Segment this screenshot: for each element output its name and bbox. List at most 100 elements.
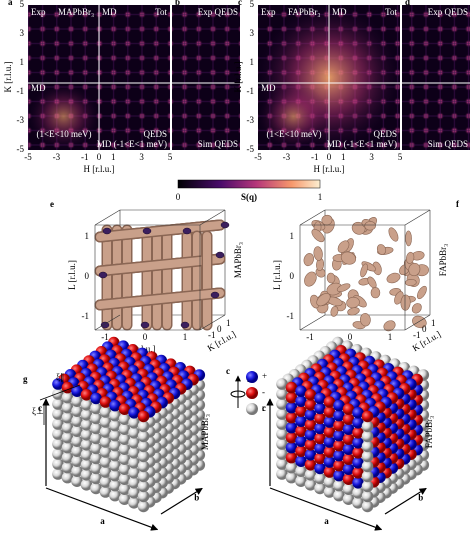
y-tick-label: -1: [17, 86, 25, 96]
sphere: [52, 378, 64, 390]
sphere: [304, 399, 317, 411]
sphere: [361, 420, 374, 433]
blob: [316, 293, 331, 307]
sphere: [128, 467, 140, 479]
tick-label: 1: [388, 332, 393, 342]
tick-label: -1: [101, 332, 109, 342]
x-tick-label: 5: [168, 152, 173, 162]
blob: [311, 229, 325, 243]
sphere: [71, 475, 83, 488]
sphere: [137, 460, 150, 473]
sphere: [352, 447, 364, 459]
sphere: [118, 403, 131, 416]
sphere: [276, 408, 288, 420]
sphere: [118, 443, 131, 456]
sphere: [137, 420, 150, 433]
sphere: [352, 467, 364, 479]
axis-label: b: [194, 492, 199, 502]
sphere: [285, 401, 298, 414]
legend-label: c: [226, 366, 230, 376]
tick-label: -1: [306, 332, 314, 342]
sphere: [52, 408, 64, 420]
label: Exp QEDS: [428, 7, 468, 17]
sphere: [118, 433, 131, 446]
tick-label: 0: [290, 271, 295, 281]
sphere: [71, 465, 83, 478]
sphere: [80, 479, 93, 491]
sphere: [99, 396, 112, 408]
x-tick-label: -5: [24, 152, 32, 162]
sphere: [361, 450, 374, 463]
sphere: [361, 410, 374, 423]
sphere: [342, 433, 355, 446]
sphere: [137, 500, 150, 513]
sphere: [118, 483, 131, 496]
sphere: [276, 458, 288, 470]
sphere: [352, 477, 364, 489]
sphere: [80, 429, 93, 441]
sphere: [90, 462, 102, 475]
sphere: [295, 475, 307, 488]
heatmap-glow: [258, 83, 329, 150]
y-tick-label: 3: [250, 28, 255, 38]
sphere: [333, 399, 345, 412]
sphere: [333, 479, 345, 492]
blob: [376, 244, 387, 255]
blob: [330, 306, 339, 317]
y-tick-label: -1: [247, 86, 255, 96]
panel-label: c: [238, 0, 242, 7]
sphere: [109, 409, 121, 422]
sphere: [285, 471, 298, 484]
tick-label: 0: [348, 332, 353, 342]
sphere: [128, 437, 140, 449]
blob: [364, 221, 376, 231]
sphere: [52, 418, 64, 430]
sphere: [314, 412, 326, 425]
sphere: [295, 455, 307, 468]
sphere: [314, 472, 326, 485]
sphere: [80, 399, 93, 411]
sphere: [80, 439, 93, 451]
sphere: [285, 411, 298, 424]
sphere: [333, 409, 345, 422]
blob: [405, 278, 417, 287]
sphere: [71, 405, 83, 418]
sphere: [304, 419, 317, 431]
sphere: [342, 473, 355, 486]
sphere: [314, 462, 326, 475]
x-axis-label: H [r.l.u.]: [84, 164, 115, 174]
blob: [340, 251, 357, 265]
sphere: [128, 427, 140, 439]
heatmap-glow: [28, 83, 99, 150]
panel-label: a: [8, 0, 13, 7]
sphere: [323, 406, 336, 418]
sphere: [90, 452, 102, 465]
sphere: [137, 440, 150, 453]
sphere: [61, 431, 74, 444]
sphere: [90, 442, 102, 455]
legend-sphere: [246, 387, 258, 399]
blob: [326, 272, 336, 284]
sphere: [80, 449, 93, 461]
sphere: [314, 442, 326, 455]
sphere: [352, 457, 364, 469]
sphere: [323, 436, 336, 448]
compound-label: MAPbBr₃: [233, 242, 243, 278]
label: MD (-1<E<1 meV): [97, 139, 167, 149]
axis-label: a: [100, 516, 105, 526]
blob: [388, 227, 399, 242]
tube-end: [98, 271, 108, 279]
axis-label: L [r.l.u.]: [272, 260, 282, 290]
sphere: [90, 432, 102, 445]
sphere: [109, 479, 121, 492]
sphere: [323, 426, 336, 438]
sphere: [342, 483, 355, 496]
sphere: [314, 392, 326, 405]
sphere: [333, 439, 345, 452]
tube-end: [140, 321, 150, 329]
panel-label: f: [456, 199, 460, 209]
sphere: [352, 487, 364, 499]
sphere: [304, 449, 317, 461]
y-axis-label: K [r.l.u.]: [233, 62, 243, 93]
tick-label: 1: [226, 318, 231, 328]
